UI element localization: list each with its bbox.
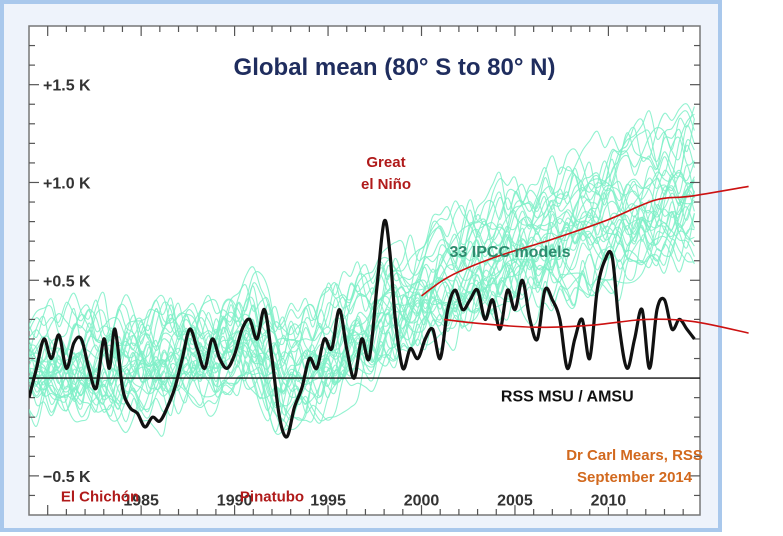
model-line <box>29 113 695 373</box>
chart-title: Global mean (80° S to 80° N) <box>234 54 556 81</box>
y-tick-label: +0.5 K <box>43 273 91 290</box>
model-line <box>29 118 695 366</box>
el-chichon-label: El Chichón <box>61 488 139 505</box>
credit-date: September 2014 <box>577 469 693 486</box>
y-tick-label: +1.0 K <box>43 175 91 192</box>
x-tick-label: 1990 <box>217 492 253 509</box>
model-ensemble <box>29 103 695 437</box>
model-line <box>29 126 695 363</box>
model-line <box>29 225 695 424</box>
model-line <box>29 110 695 354</box>
model-line <box>29 176 695 413</box>
x-tick-label: 2005 <box>497 492 533 509</box>
credit-author: Dr Carl Mears, RSS <box>566 447 703 464</box>
model-line <box>29 179 695 410</box>
models-label: 33 IPCC models <box>450 244 571 261</box>
x-tick-label: 1995 <box>310 492 346 509</box>
y-tick-label: +1.5 K <box>43 78 91 95</box>
y-tick-label: −0.5 K <box>43 469 91 486</box>
hand-drawn-upper-line <box>421 185 749 297</box>
model-line <box>29 219 695 435</box>
model-line <box>29 103 695 368</box>
pinatubo-label: Pinatubo <box>240 488 304 505</box>
rss-observation-line <box>29 218 696 439</box>
el-nino-label-line2: el Niño <box>361 176 411 193</box>
model-line <box>29 144 695 387</box>
model-line <box>29 238 695 427</box>
plot-area <box>28 25 701 516</box>
model-line <box>29 136 695 377</box>
el-nino-label-line1: Great <box>366 154 405 171</box>
x-tick-label: 2000 <box>404 492 440 509</box>
hand-drawn-lower-line <box>443 318 749 334</box>
model-line <box>29 124 695 359</box>
x-tick-label: 2010 <box>591 492 627 509</box>
x-tick-label: 1985 <box>123 492 159 509</box>
observations-label: RSS MSU / AMSU <box>501 389 634 406</box>
